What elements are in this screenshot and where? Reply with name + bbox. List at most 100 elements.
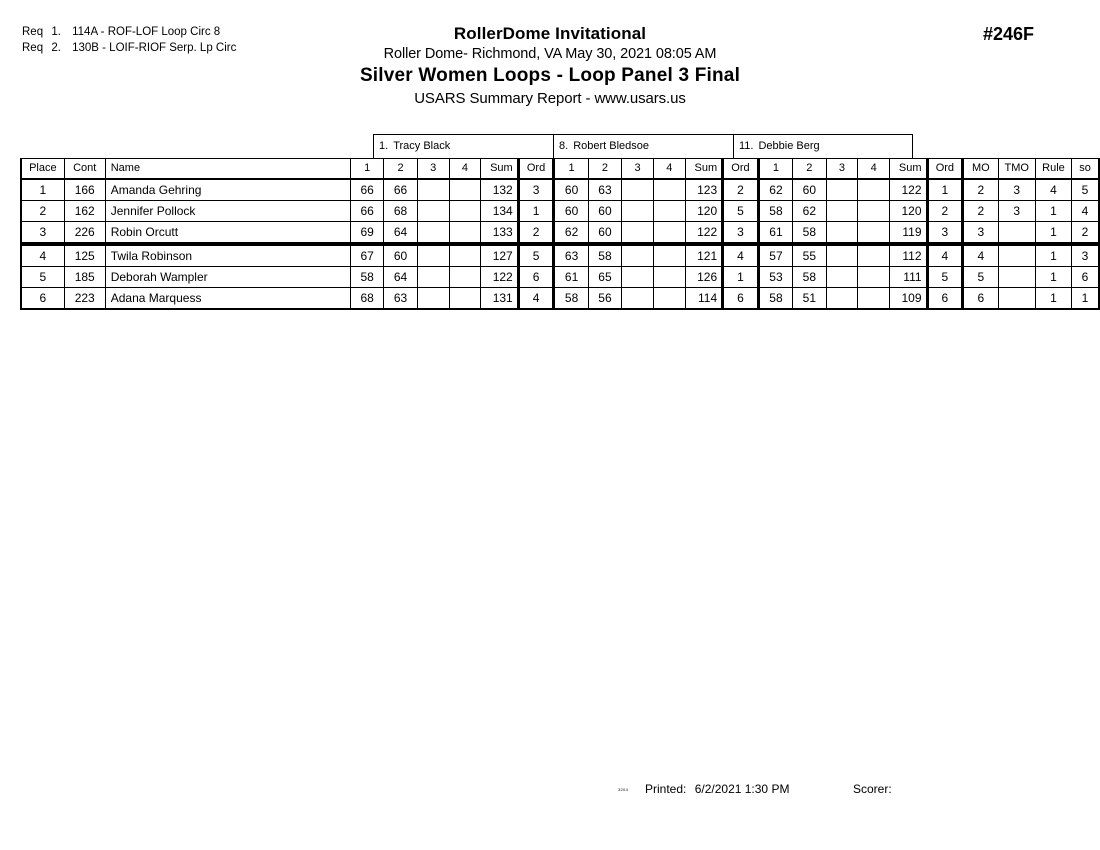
cell-so: 3 xyxy=(1071,243,1100,267)
cell-j1-score-2: 64 xyxy=(383,221,418,246)
col-header-j2-score-2: 2 xyxy=(587,158,623,180)
cell-j1-ord: 4 xyxy=(516,287,556,310)
col-header-j1-score-3: 3 xyxy=(416,158,450,180)
cell-j3-ord: 1 xyxy=(925,178,965,201)
table-row[interactable]: 1 166 Amanda Gehring 66 66 132 3 60 63 123 2 62 60 12… xyxy=(19,178,1100,201)
judge-name: Debbie Berg xyxy=(758,140,820,152)
cell-j3-sum: 119 xyxy=(889,221,928,246)
cell-j2-sum: 122 xyxy=(684,221,724,246)
col-header-j2-score-1: 1 xyxy=(553,158,589,180)
cell-name: Adana Marquess xyxy=(104,287,351,310)
cell-j1-score-3 xyxy=(416,287,450,310)
cell-j2-sum: 126 xyxy=(684,266,724,288)
table-row[interactable]: 5 185 Deborah Wampler 58 64 122 6 61 65 126 1 53 58 1… xyxy=(19,266,1100,288)
cell-j1-score-2: 64 xyxy=(383,266,418,288)
col-header-place: Place xyxy=(19,158,65,180)
cell-cont: 166 xyxy=(63,178,106,201)
cell-mo: 3 xyxy=(962,221,999,246)
cell-j2-sum: 120 xyxy=(684,200,724,222)
cell-j3-score-1: 58 xyxy=(757,200,794,222)
cell-j3-ord: 5 xyxy=(925,266,965,288)
cell-j2-ord: 5 xyxy=(721,200,760,222)
judge-header-2: 8. Robert Bledsoe xyxy=(553,134,733,159)
cell-cont: 223 xyxy=(63,287,106,310)
col-header-tmo: TMO xyxy=(997,158,1036,180)
cell-j1-score-4 xyxy=(448,243,482,267)
cell-place: 3 xyxy=(19,221,65,246)
cell-j3-sum: 111 xyxy=(889,266,928,288)
cell-j1-score-2: 68 xyxy=(383,200,418,222)
report-header: RollerDome Invitational Roller Dome- Ric… xyxy=(0,24,1100,110)
cell-j3-score-2: 58 xyxy=(792,266,827,288)
cell-j2-ord: 6 xyxy=(721,287,760,310)
cell-tmo xyxy=(997,243,1036,267)
cell-j2-score-4 xyxy=(652,221,686,246)
cell-j3-score-1: 57 xyxy=(757,243,794,267)
cell-j2-sum: 123 xyxy=(684,178,724,201)
table-row[interactable]: 3 226 Robin Orcutt 69 64 133 2 62 60 122 3 61 58 119 3… xyxy=(19,221,1100,246)
col-header-j3-score-2: 2 xyxy=(792,158,827,180)
cell-j1-sum: 131 xyxy=(480,287,519,310)
judge-name: Robert Bledsoe xyxy=(573,140,650,152)
cell-j2-sum: 114 xyxy=(684,287,724,310)
cell-j1-score-3 xyxy=(416,221,450,246)
cell-j3-sum: 120 xyxy=(889,200,928,222)
col-header-j1-ord: Ord xyxy=(516,158,556,180)
cell-j2-score-1: 61 xyxy=(553,266,589,288)
col-header-j3-score-3: 3 xyxy=(825,158,859,180)
cell-j3-sum: 109 xyxy=(889,287,928,310)
cell-j1-score-2: 63 xyxy=(383,287,418,310)
judge-number: 1. xyxy=(379,140,389,152)
cell-j2-score-3 xyxy=(621,221,654,246)
cell-j1-score-3 xyxy=(416,200,450,222)
cell-j3-sum: 122 xyxy=(889,178,928,201)
cell-tmo: 3 xyxy=(997,178,1036,201)
table-row[interactable]: 2 162 Jennifer Pollock 66 68 134 1 60 60 120 5 58 62… xyxy=(19,200,1100,222)
cell-j2-score-2: 56 xyxy=(587,287,623,310)
cell-cont: 162 xyxy=(63,200,106,222)
requirements-block: Req 1. 114A - ROF-LOF Loop Circ 8 Req 2.… xyxy=(22,24,236,56)
table-header-row: Place Cont Name 1 2 3 4 Sum Ord 1 2 3 4 … xyxy=(19,158,1100,180)
col-header-j3-score-1: 1 xyxy=(757,158,794,180)
table-row[interactable]: 4 125 Twila Robinson 67 60 127 5 63 58 121 4 57 55 11… xyxy=(19,243,1100,267)
cell-j3-score-3 xyxy=(825,221,859,246)
results-table: Place Cont Name 1 2 3 4 Sum Ord 1 2 3 4 … xyxy=(19,158,1100,310)
judge-header-1: 1. Tracy Black xyxy=(373,134,553,159)
col-header-j2-score-4: 4 xyxy=(652,158,686,180)
printed-value: 6/2/2021 1:30 PM xyxy=(694,782,790,796)
requirement-line: Req 2. 130B - LOIF-RIOF Serp. Lp Circ xyxy=(22,40,236,56)
cell-tmo xyxy=(997,287,1036,310)
cell-place: 2 xyxy=(19,200,65,222)
cell-j1-score-2: 66 xyxy=(383,178,418,201)
cell-cont: 185 xyxy=(63,266,106,288)
judge-header-3: 11. Debbie Berg xyxy=(733,134,913,159)
table-row[interactable]: 6 223 Adana Marquess 68 63 131 4 58 56 114 6 58 51 10… xyxy=(19,287,1100,310)
cell-j3-score-4 xyxy=(857,266,891,288)
cell-j3-score-1: 58 xyxy=(757,287,794,310)
cell-j1-ord: 1 xyxy=(516,200,556,222)
cell-rule: 1 xyxy=(1034,200,1073,222)
cell-j3-score-2: 51 xyxy=(792,287,827,310)
judge-panel-headers: 1. Tracy Black 8. Robert Bledsoe 11. Debbie… xyxy=(373,134,913,159)
col-header-mo: MO xyxy=(962,158,999,180)
cell-j2-score-1: 60 xyxy=(553,178,589,201)
cell-j1-score-3 xyxy=(416,243,450,267)
cell-j1-score-1: 58 xyxy=(349,266,385,288)
cell-j2-score-2: 60 xyxy=(587,200,623,222)
cell-name: Deborah Wampler xyxy=(104,266,351,288)
col-header-j3-score-4: 4 xyxy=(857,158,891,180)
cell-j1-sum: 122 xyxy=(480,266,519,288)
cell-j3-score-4 xyxy=(857,178,891,201)
cell-j2-score-1: 60 xyxy=(553,200,589,222)
venue-datetime-line: Roller Dome- Richmond, VA May 30, 2021 0… xyxy=(383,46,717,62)
cell-mo: 5 xyxy=(962,266,999,288)
cell-j2-score-4 xyxy=(652,243,686,267)
cell-rule: 1 xyxy=(1034,221,1073,246)
cell-j1-score-1: 69 xyxy=(349,221,385,246)
requirement-number: 2. xyxy=(51,42,61,54)
col-header-j1-score-4: 4 xyxy=(448,158,482,180)
cell-place: 6 xyxy=(19,287,65,310)
cell-mo: 6 xyxy=(962,287,999,310)
cell-j3-score-4 xyxy=(857,243,891,267)
cell-j1-score-1: 66 xyxy=(349,178,385,201)
